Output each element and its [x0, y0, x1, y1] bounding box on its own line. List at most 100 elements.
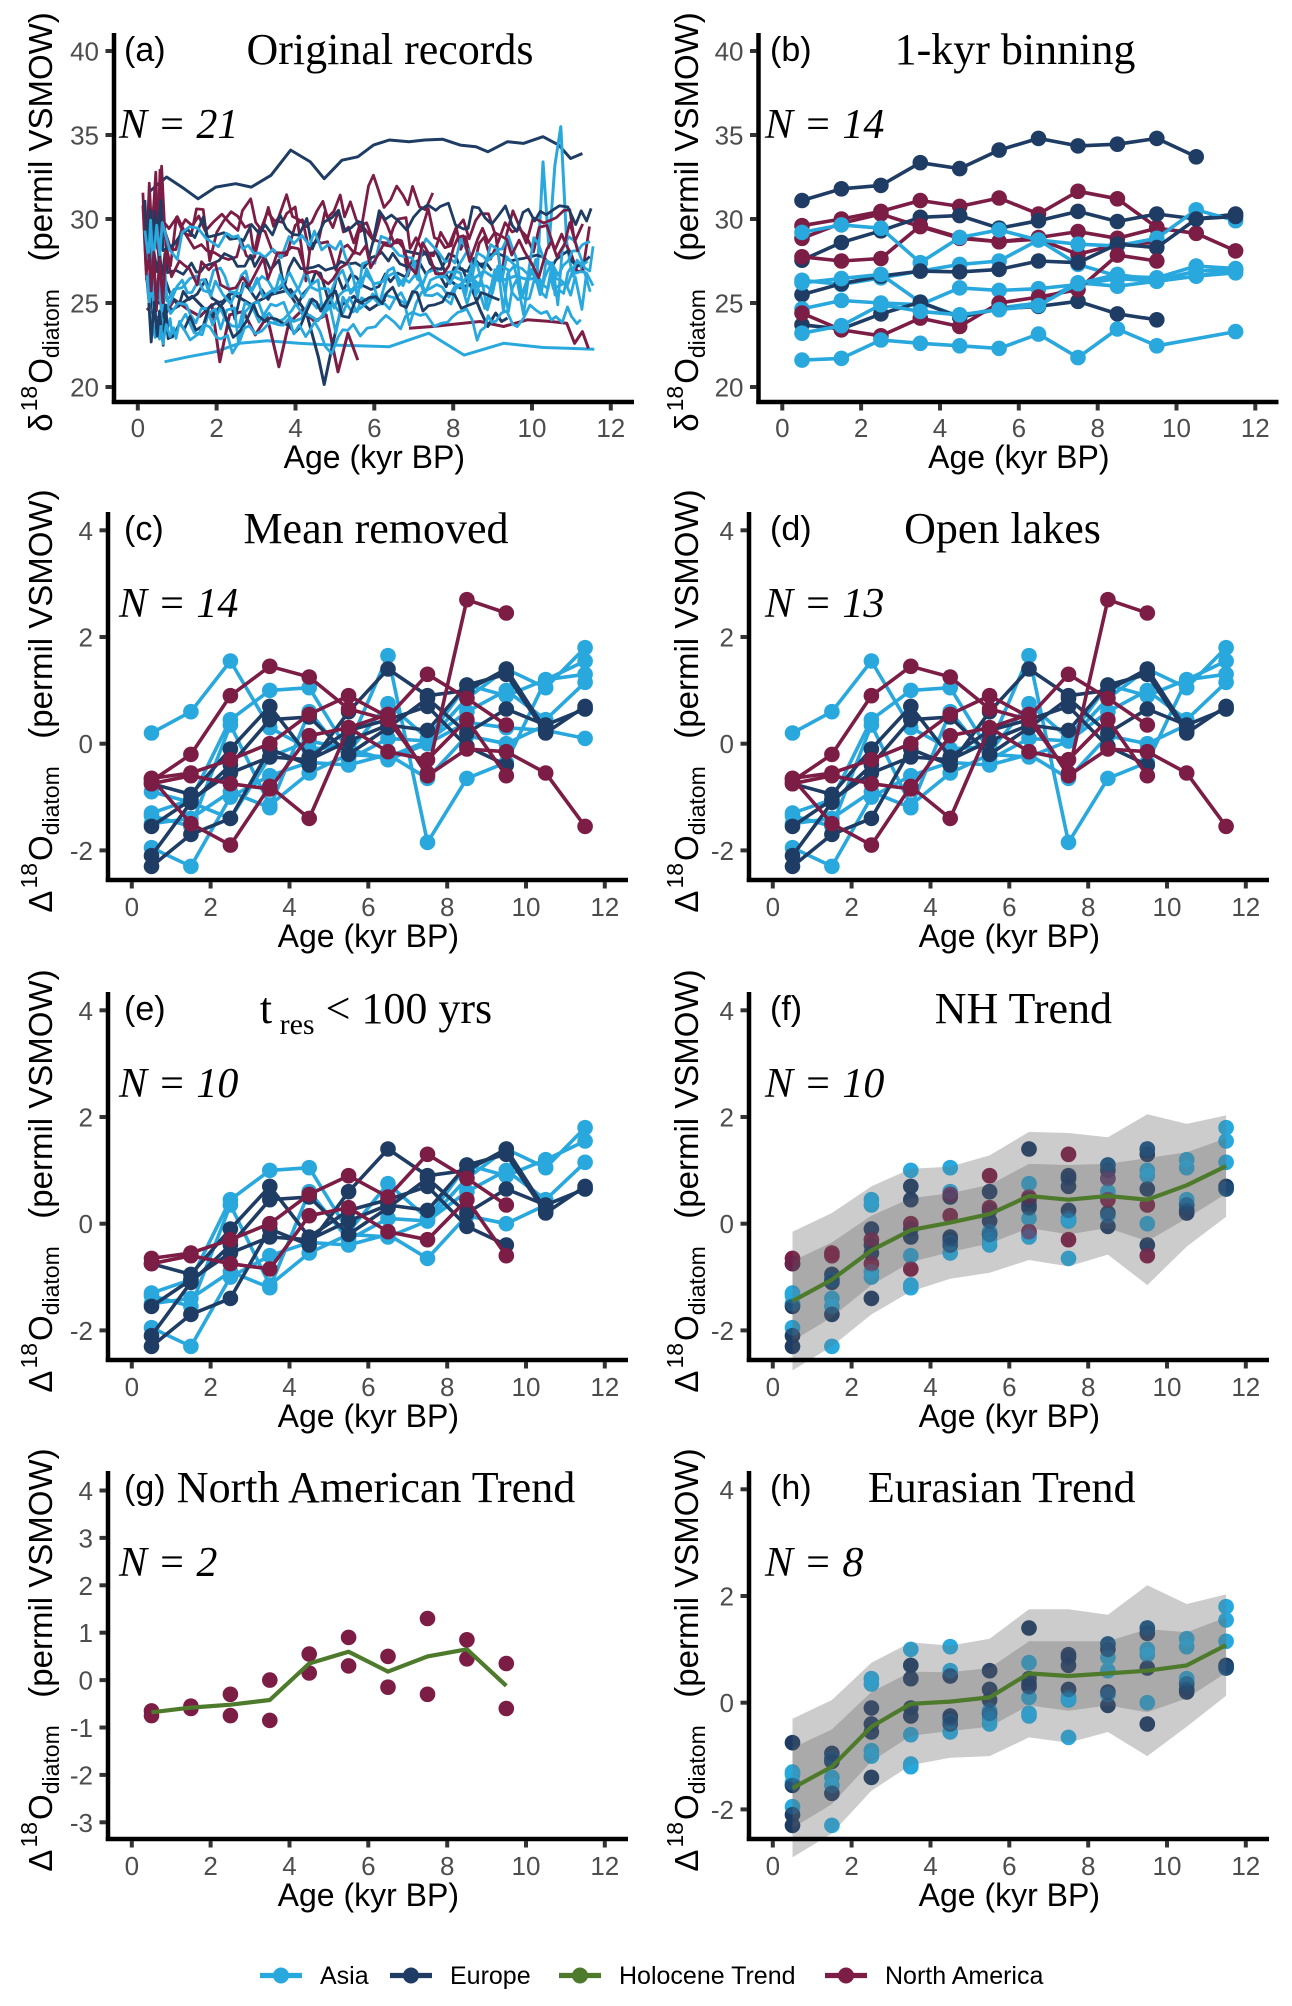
- svg-text:N = 10: N = 10: [118, 1061, 238, 1107]
- svg-text:-2: -2: [70, 1315, 93, 1345]
- svg-text:2: 2: [209, 413, 223, 443]
- svg-text:Age (kyr BP): Age (kyr BP): [284, 439, 465, 475]
- svg-text:Original records: Original records: [246, 25, 533, 74]
- svg-text:2: 2: [720, 623, 734, 653]
- svg-text:8: 8: [440, 1851, 454, 1881]
- svg-text:8: 8: [440, 892, 454, 922]
- svg-text:4: 4: [288, 413, 302, 443]
- svg-text:10: 10: [1162, 413, 1191, 443]
- svg-text:0: 0: [125, 1851, 139, 1881]
- svg-text:6: 6: [1002, 892, 1016, 922]
- svg-text:Age (kyr BP): Age (kyr BP): [919, 1877, 1100, 1913]
- svg-text:10: 10: [518, 413, 547, 443]
- svg-text:N = 14: N = 14: [118, 581, 238, 627]
- svg-text:20: 20: [715, 373, 744, 403]
- svg-text:12: 12: [1231, 1372, 1260, 1402]
- svg-text:0: 0: [766, 1851, 780, 1881]
- svg-text:8: 8: [446, 413, 460, 443]
- svg-text:-2: -2: [70, 1760, 93, 1790]
- svg-text:4: 4: [79, 995, 93, 1025]
- svg-text:2: 2: [203, 1372, 217, 1402]
- svg-text:Age (kyr BP): Age (kyr BP): [919, 1398, 1100, 1434]
- svg-text:2: 2: [203, 1851, 217, 1881]
- svg-text:Age (kyr BP): Age (kyr BP): [919, 918, 1100, 954]
- svg-text:6: 6: [361, 892, 375, 922]
- svg-text:4: 4: [923, 1851, 937, 1881]
- svg-text:4: 4: [720, 1474, 734, 1504]
- svg-text:6: 6: [361, 1372, 375, 1402]
- svg-text:Open lakes: Open lakes: [904, 504, 1101, 553]
- svg-text:8: 8: [1081, 1372, 1095, 1402]
- svg-text:2: 2: [79, 623, 93, 653]
- svg-text:(e): (e): [124, 990, 166, 1028]
- svg-text:-1: -1: [70, 1713, 93, 1743]
- svg-text:NH Trend: NH Trend: [935, 984, 1112, 1033]
- svg-text:4: 4: [282, 1372, 296, 1402]
- svg-text:0: 0: [720, 1209, 734, 1239]
- svg-text:4: 4: [923, 892, 937, 922]
- svg-text:Age (kyr BP): Age (kyr BP): [278, 1877, 459, 1913]
- svg-text:2: 2: [203, 892, 217, 922]
- svg-text:8: 8: [1081, 1851, 1095, 1881]
- svg-text:0: 0: [720, 729, 734, 759]
- svg-text:4: 4: [282, 892, 296, 922]
- svg-text:N = 10: N = 10: [764, 1061, 884, 1107]
- svg-text:North American Trend: North American Trend: [177, 1463, 575, 1512]
- svg-text:2: 2: [844, 1851, 858, 1881]
- svg-text:-3: -3: [70, 1807, 93, 1837]
- svg-text:Asia: Asia: [320, 1962, 369, 1990]
- svg-text:1-kyr binning: 1-kyr binning: [895, 25, 1136, 74]
- svg-text:10: 10: [512, 1851, 541, 1881]
- svg-text:10: 10: [1153, 1372, 1182, 1402]
- svg-text:30: 30: [70, 205, 99, 235]
- svg-text:25: 25: [715, 289, 744, 319]
- svg-text:25: 25: [70, 289, 99, 319]
- svg-text:4: 4: [720, 516, 734, 546]
- svg-text:0: 0: [79, 1209, 93, 1239]
- svg-text:N = 13: N = 13: [764, 581, 884, 627]
- svg-text:N = 8: N = 8: [764, 1540, 863, 1586]
- svg-text:4: 4: [720, 995, 734, 1025]
- svg-text:0: 0: [131, 413, 145, 443]
- svg-text:-2: -2: [711, 1315, 734, 1345]
- svg-text:(g): (g): [124, 1469, 166, 1507]
- svg-text:6: 6: [1002, 1372, 1016, 1402]
- svg-text:12: 12: [590, 892, 619, 922]
- svg-text:35: 35: [715, 121, 744, 151]
- svg-text:4: 4: [923, 1372, 937, 1402]
- svg-text:Eurasian Trend: Eurasian Trend: [868, 1463, 1136, 1512]
- svg-text:10: 10: [1153, 892, 1182, 922]
- svg-text:4: 4: [79, 1476, 93, 1506]
- svg-text:2: 2: [854, 413, 868, 443]
- svg-text:0: 0: [720, 1688, 734, 1718]
- svg-text:6: 6: [367, 413, 381, 443]
- svg-text:12: 12: [1231, 1851, 1260, 1881]
- svg-text:6: 6: [1012, 413, 1026, 443]
- svg-text:-2: -2: [711, 1794, 734, 1824]
- svg-text:4: 4: [282, 1851, 296, 1881]
- svg-text:δ18Odiatom (permil VSMOW): δ18Odiatom (permil VSMOW): [662, 12, 710, 432]
- svg-text:2: 2: [79, 1570, 93, 1600]
- svg-text:Δ18Odiatom (permil VSMOW): Δ18Odiatom (permil VSMOW): [16, 489, 64, 912]
- svg-text:-2: -2: [711, 836, 734, 866]
- svg-text:(f): (f): [770, 990, 802, 1028]
- svg-text:12: 12: [590, 1372, 619, 1402]
- svg-text:Age (kyr BP): Age (kyr BP): [278, 1398, 459, 1434]
- svg-text:12: 12: [596, 413, 625, 443]
- svg-text:12: 12: [590, 1851, 619, 1881]
- svg-text:0: 0: [766, 1372, 780, 1402]
- svg-text:40: 40: [70, 37, 99, 67]
- svg-text:Δ18Odiatom (permil VSMOW): Δ18Odiatom (permil VSMOW): [662, 1448, 710, 1871]
- svg-text:12: 12: [1241, 413, 1270, 443]
- svg-text:1: 1: [79, 1618, 93, 1648]
- svg-text:6: 6: [1002, 1851, 1016, 1881]
- svg-text:(h): (h): [770, 1469, 812, 1507]
- svg-text:N = 14: N = 14: [764, 102, 884, 148]
- svg-text:6: 6: [361, 1851, 375, 1881]
- svg-text:0: 0: [775, 413, 789, 443]
- svg-text:10: 10: [512, 892, 541, 922]
- svg-text:Europe: Europe: [450, 1962, 531, 1990]
- svg-text:2: 2: [844, 1372, 858, 1402]
- svg-text:20: 20: [70, 373, 99, 403]
- svg-text:8: 8: [1090, 413, 1104, 443]
